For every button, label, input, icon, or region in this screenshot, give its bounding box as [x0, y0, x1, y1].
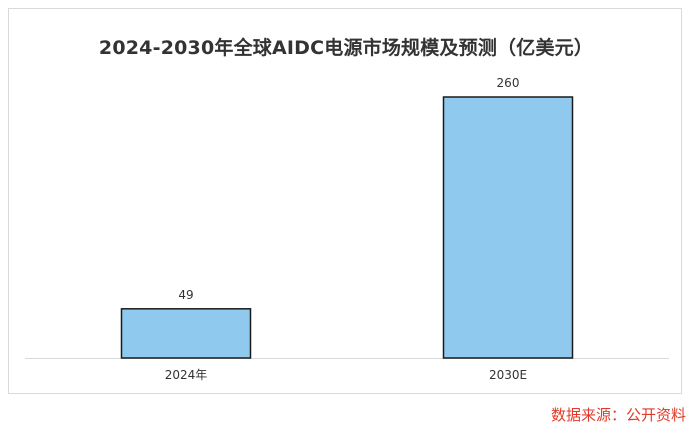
chart-title: 2024-2030年全球AIDC电源市场规模及预测（亿美元）: [98, 37, 594, 59]
bar-chart: 49 2024年 260 2030E: [25, 76, 669, 382]
bars-group: [120, 96, 574, 359]
x-tick-label-2: 2030E: [489, 368, 527, 382]
bar-1: [120, 308, 252, 359]
source-note: 数据来源：公开资料: [550, 406, 686, 424]
bar-2: [442, 96, 574, 359]
bar-value-label-2: 260: [497, 76, 520, 90]
bar-value-label-1: 49: [178, 288, 193, 302]
labels-group: 49 2024年 260 2030E: [165, 76, 527, 382]
chart-frame: 2024-2030年全球AIDC电源市场规模及预测（亿美元） 49 2024年 26…: [8, 8, 682, 394]
x-tick-label-1: 2024年: [165, 368, 208, 382]
